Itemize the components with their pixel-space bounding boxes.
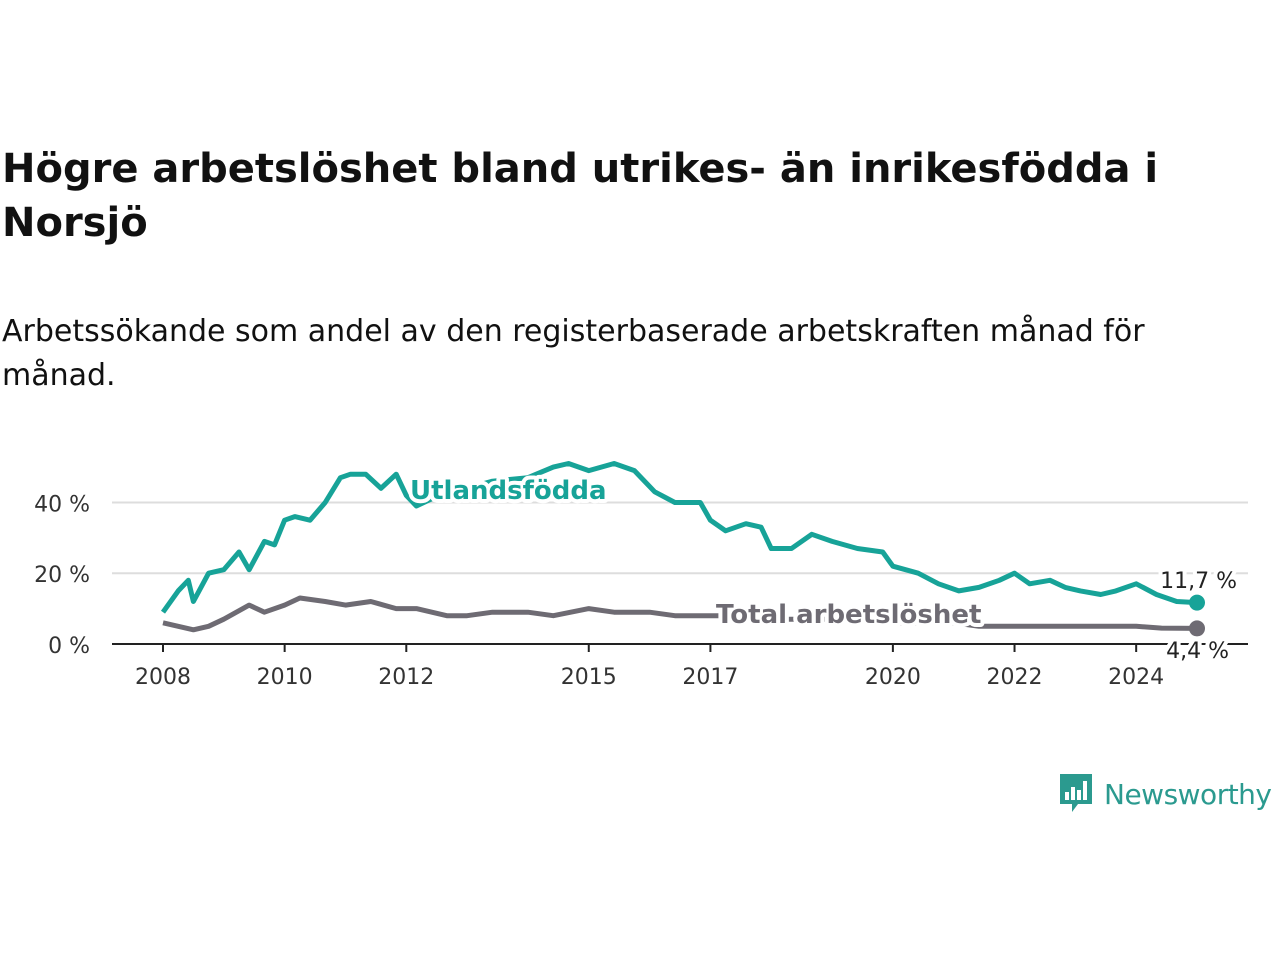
y-axis: 0 % 20 % 40 % [34, 492, 90, 659]
y-tick-label: 0 % [48, 634, 90, 659]
x-tick-label: 2017 [682, 665, 738, 690]
newsworthy-bar-chart-logo-icon [1060, 774, 1092, 812]
end-value-label-0: 11,7 % [1160, 569, 1237, 594]
y-tick-label: 20 % [34, 563, 90, 588]
y-tick-label: 40 % [34, 492, 90, 517]
x-tick-label: 2024 [1108, 665, 1164, 690]
series-label-1-halo: Total arbetslöshet [716, 600, 981, 630]
end-value-label-0-halo: 11,7 % [1160, 569, 1237, 594]
end-value-label-1-halo: 4,4 % [1166, 639, 1229, 664]
x-axis: 2008 2010 2012 2015 2017 2020 2022 2024 [112, 643, 1248, 690]
x-tick-label: 2022 [987, 665, 1043, 690]
series-line-0 [160, 461, 1198, 614]
series-label-0: Utlandsfödda [410, 476, 607, 506]
x-tick-label: 2020 [865, 665, 921, 690]
x-tick-label: 2015 [561, 665, 617, 690]
series-line-1 [162, 595, 1198, 633]
brand-name: Newsworthy [1104, 777, 1272, 811]
series-label-1: Total arbetslöshet [716, 600, 981, 630]
newsworthy-logo: Newsworthy [1058, 772, 1272, 816]
series-label-0-halo: Utlandsfödda [410, 476, 607, 506]
x-tick-label: 2008 [135, 665, 191, 690]
chart-subtitle: Arbetssökande som andel av den registerb… [2, 314, 1145, 393]
chart-title: Högre arbetslöshet bland utrikes- än inr… [2, 146, 1159, 246]
end-value-label-1: 4,4 % [1166, 639, 1229, 664]
gridlines [112, 501, 1248, 575]
x-tick-label: 2010 [257, 665, 313, 690]
series-end-marker-0 [1189, 594, 1205, 611]
series-lines [160, 461, 1205, 637]
series-end-marker-1 [1189, 620, 1205, 637]
x-tick-label: 2012 [378, 665, 434, 690]
